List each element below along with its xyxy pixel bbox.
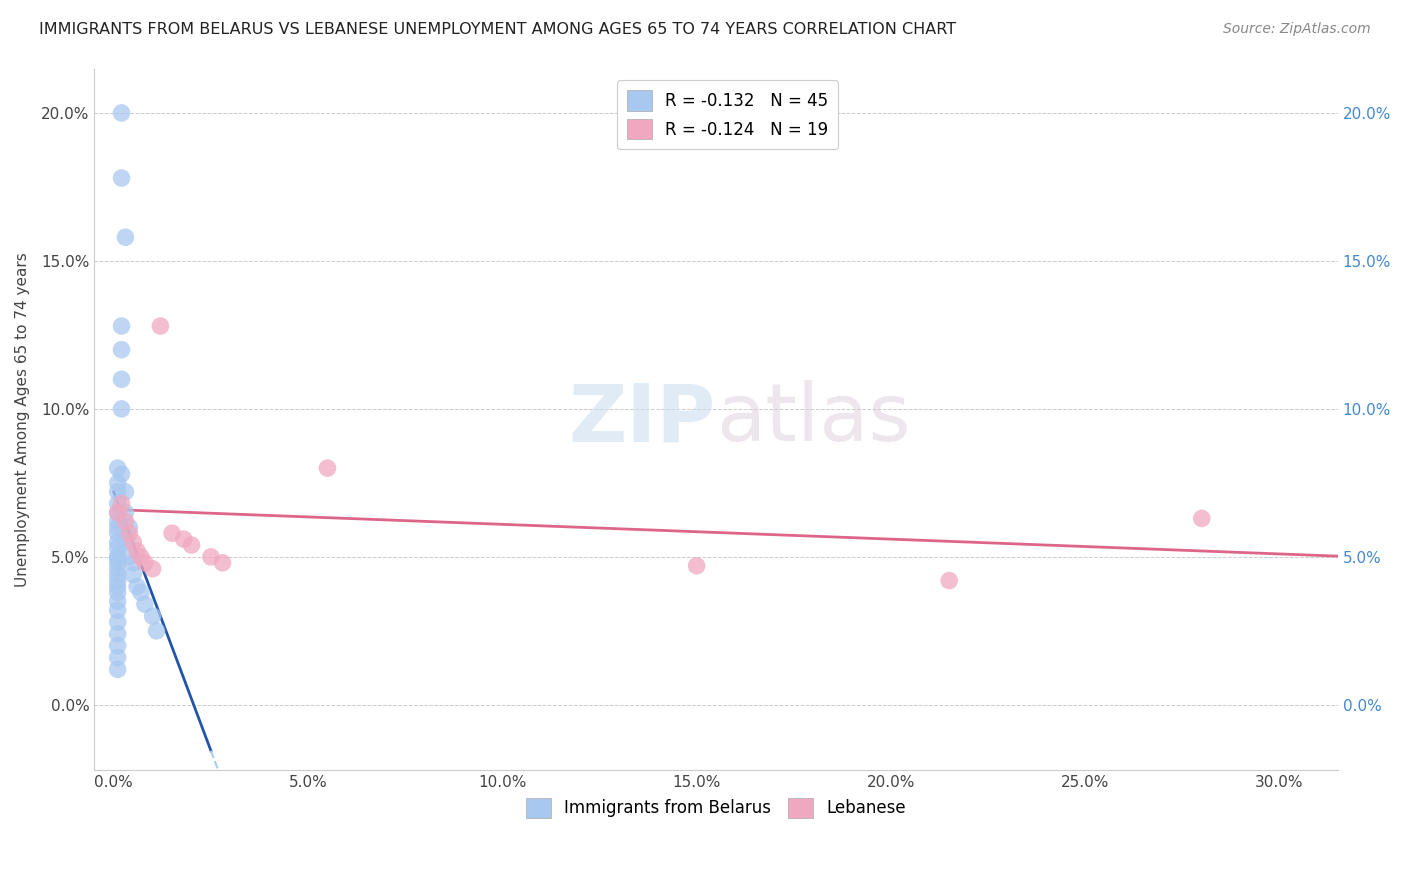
Point xyxy=(114,484,136,499)
Point xyxy=(107,567,129,582)
Point xyxy=(114,535,136,549)
Point xyxy=(107,585,129,599)
Point xyxy=(122,535,145,549)
Point xyxy=(110,372,132,386)
Point xyxy=(110,497,132,511)
Point xyxy=(107,562,129,576)
Point xyxy=(107,484,129,499)
Point xyxy=(107,549,129,564)
Point xyxy=(142,562,165,576)
Point xyxy=(122,556,145,570)
Point xyxy=(211,556,233,570)
Point xyxy=(134,556,156,570)
Point xyxy=(160,526,183,541)
Point xyxy=(107,526,129,541)
Point xyxy=(107,579,129,593)
Point xyxy=(118,520,141,534)
Point xyxy=(107,506,129,520)
Point xyxy=(110,318,132,333)
Point xyxy=(145,624,167,638)
Point xyxy=(107,650,129,665)
Point xyxy=(127,579,149,593)
Text: Source: ZipAtlas.com: Source: ZipAtlas.com xyxy=(1223,22,1371,37)
Point xyxy=(107,520,129,534)
Point xyxy=(173,532,195,546)
Point xyxy=(118,526,141,541)
Legend: Immigrants from Belarus, Lebanese: Immigrants from Belarus, Lebanese xyxy=(519,791,912,825)
Point xyxy=(107,514,129,528)
Point xyxy=(107,535,129,549)
Point xyxy=(129,549,152,564)
Point xyxy=(107,475,129,490)
Point xyxy=(118,549,141,564)
Point xyxy=(127,544,149,558)
Text: ZIP: ZIP xyxy=(569,380,716,458)
Point xyxy=(110,106,132,120)
Point xyxy=(200,549,222,564)
Point xyxy=(685,558,707,573)
Point xyxy=(107,541,129,555)
Point xyxy=(1191,511,1213,525)
Point xyxy=(107,615,129,629)
Point xyxy=(122,567,145,582)
Y-axis label: Unemployment Among Ages 65 to 74 years: Unemployment Among Ages 65 to 74 years xyxy=(15,252,30,587)
Point xyxy=(142,609,165,624)
Point xyxy=(149,318,172,333)
Point xyxy=(114,514,136,528)
Point xyxy=(180,538,202,552)
Point xyxy=(316,461,339,475)
Point xyxy=(110,401,132,416)
Point xyxy=(107,627,129,641)
Point xyxy=(107,461,129,475)
Point xyxy=(938,574,960,588)
Point xyxy=(107,603,129,617)
Point xyxy=(107,662,129,676)
Point xyxy=(107,497,129,511)
Point xyxy=(129,585,152,599)
Text: atlas: atlas xyxy=(716,380,911,458)
Point xyxy=(107,594,129,608)
Point xyxy=(107,549,129,564)
Point xyxy=(134,597,156,611)
Point xyxy=(107,639,129,653)
Point xyxy=(114,506,136,520)
Point xyxy=(110,171,132,186)
Point xyxy=(114,230,136,244)
Point xyxy=(110,343,132,357)
Point xyxy=(107,556,129,570)
Point xyxy=(110,467,132,481)
Point xyxy=(107,574,129,588)
Point xyxy=(107,506,129,520)
Text: IMMIGRANTS FROM BELARUS VS LEBANESE UNEMPLOYMENT AMONG AGES 65 TO 74 YEARS CORRE: IMMIGRANTS FROM BELARUS VS LEBANESE UNEM… xyxy=(39,22,956,37)
